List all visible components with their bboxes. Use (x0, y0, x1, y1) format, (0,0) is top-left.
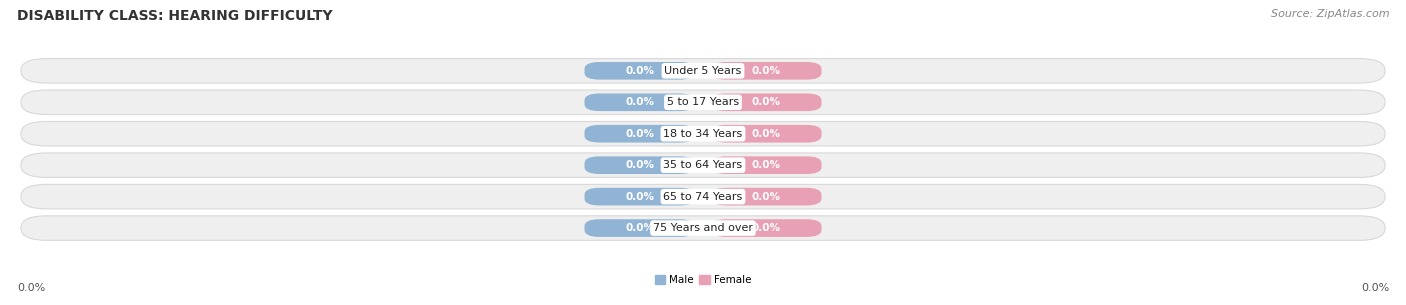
Text: 0.0%: 0.0% (626, 223, 654, 233)
FancyBboxPatch shape (585, 62, 695, 80)
Text: 75 Years and over: 75 Years and over (652, 223, 754, 233)
FancyBboxPatch shape (21, 216, 1385, 240)
FancyBboxPatch shape (711, 93, 821, 111)
FancyBboxPatch shape (711, 62, 821, 80)
Text: 0.0%: 0.0% (752, 97, 780, 107)
Text: 0.0%: 0.0% (1361, 283, 1389, 293)
Text: 65 to 74 Years: 65 to 74 Years (664, 192, 742, 202)
Text: 0.0%: 0.0% (752, 223, 780, 233)
Text: 5 to 17 Years: 5 to 17 Years (666, 97, 740, 107)
FancyBboxPatch shape (21, 153, 1385, 178)
FancyBboxPatch shape (21, 121, 1385, 146)
Text: 0.0%: 0.0% (752, 129, 780, 139)
Text: 0.0%: 0.0% (752, 160, 780, 170)
FancyBboxPatch shape (585, 188, 695, 206)
Text: 35 to 64 Years: 35 to 64 Years (664, 160, 742, 170)
Text: DISABILITY CLASS: HEARING DIFFICULTY: DISABILITY CLASS: HEARING DIFFICULTY (17, 9, 332, 23)
FancyBboxPatch shape (21, 184, 1385, 209)
Text: 0.0%: 0.0% (626, 129, 654, 139)
FancyBboxPatch shape (585, 156, 695, 174)
FancyBboxPatch shape (585, 219, 695, 237)
Text: 0.0%: 0.0% (752, 66, 780, 76)
FancyBboxPatch shape (711, 188, 821, 206)
FancyBboxPatch shape (711, 125, 821, 142)
Text: 0.0%: 0.0% (752, 192, 780, 202)
FancyBboxPatch shape (711, 219, 821, 237)
Text: 18 to 34 Years: 18 to 34 Years (664, 129, 742, 139)
Text: Source: ZipAtlas.com: Source: ZipAtlas.com (1271, 9, 1389, 19)
Text: Under 5 Years: Under 5 Years (665, 66, 741, 76)
FancyBboxPatch shape (21, 90, 1385, 115)
FancyBboxPatch shape (585, 125, 695, 142)
Text: 0.0%: 0.0% (626, 97, 654, 107)
FancyBboxPatch shape (21, 59, 1385, 83)
Text: 0.0%: 0.0% (17, 283, 45, 293)
FancyBboxPatch shape (585, 93, 695, 111)
Text: 0.0%: 0.0% (626, 66, 654, 76)
Text: 0.0%: 0.0% (626, 192, 654, 202)
Legend: Male, Female: Male, Female (651, 271, 755, 289)
Text: 0.0%: 0.0% (626, 160, 654, 170)
FancyBboxPatch shape (711, 156, 821, 174)
